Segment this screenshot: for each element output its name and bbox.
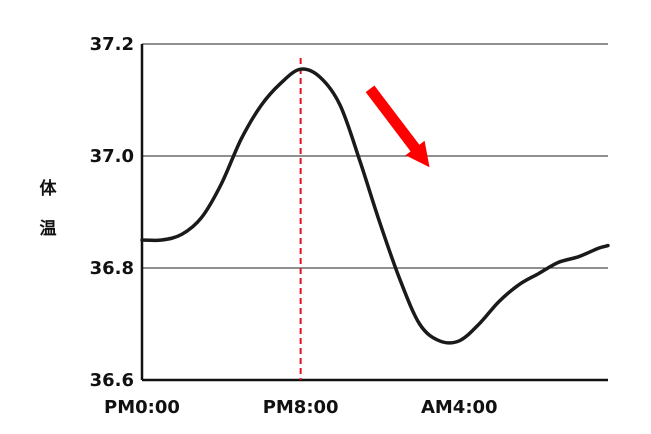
y-tick-label: 37.2: [90, 34, 134, 55]
annotations: [299, 58, 430, 380]
x-tick-labels: PM0:00 PM8:00 AM4:00: [104, 397, 498, 418]
y-tick-label: 37.0: [90, 146, 134, 167]
y-axis-label-char: 温: [40, 219, 57, 239]
y-axis-label-char: 体: [40, 178, 58, 199]
series-lines: [140, 67, 610, 345]
y-axis-label: 体温: [40, 178, 58, 239]
x-tick-label: PM0:00: [104, 397, 180, 418]
y-tick-labels: 36.6 36.8 37.0 37.2: [90, 34, 134, 391]
y-tick-label: 36.6: [90, 370, 134, 391]
x-tick-label: PM8:00: [263, 397, 339, 418]
axes: [140, 44, 608, 382]
grid-lines: [142, 43, 608, 269]
y-tick-label: 36.8: [90, 258, 134, 279]
temperature-line: [140, 67, 610, 345]
x-tick-label: AM4:00: [421, 397, 498, 418]
decline-arrow: [365, 85, 430, 168]
